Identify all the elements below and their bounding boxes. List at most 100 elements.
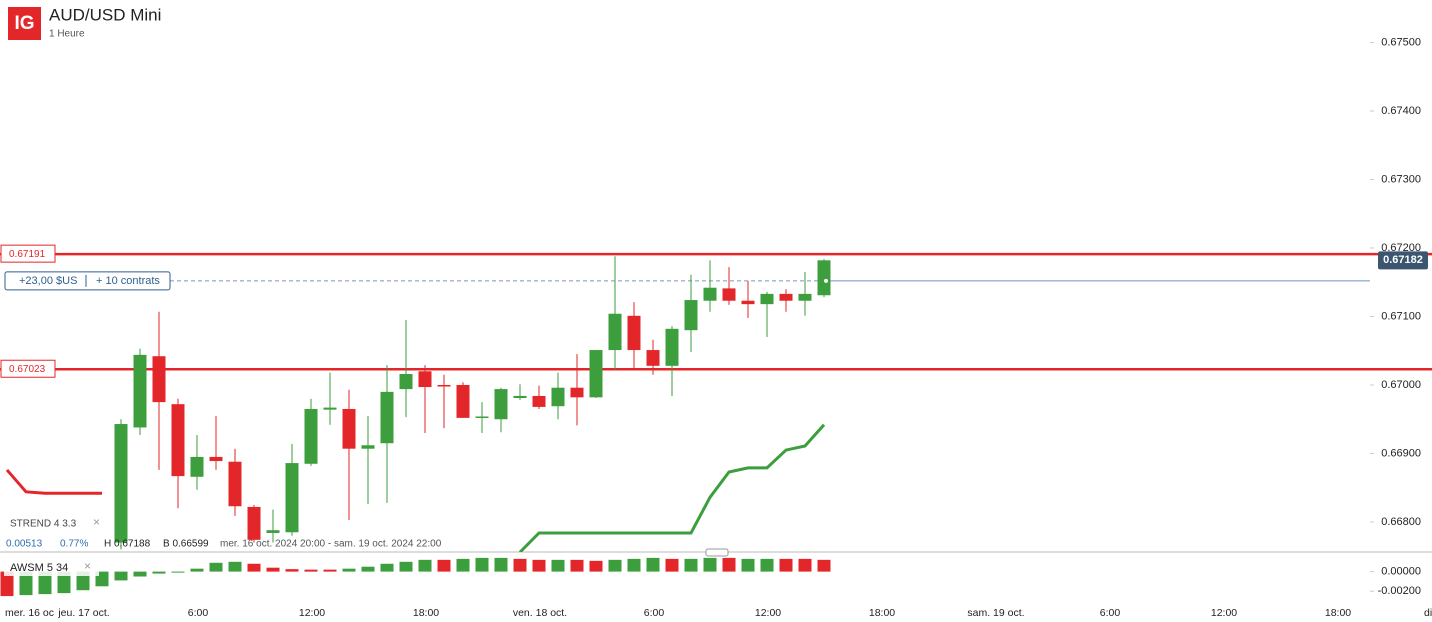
awsm-label-bg: [4, 560, 99, 576]
awsm-bar: [209, 562, 223, 572]
candle-body: [760, 293, 774, 305]
y-tick-label: 0.00000: [1381, 566, 1421, 578]
candle-body: [513, 395, 527, 399]
last-price-label: 0.67182: [1383, 254, 1423, 266]
candle-body: [684, 300, 698, 331]
awsm-bar: [323, 569, 337, 572]
awsm-bar: [361, 566, 375, 572]
title: AUD/USD Mini: [49, 5, 161, 24]
awsm-bar: [589, 560, 603, 572]
overlay: 0.67500 0.67400 0.67300 0.67200 0.67100 0.670…: [0, 36, 1432, 619]
awsm-bar: [304, 569, 318, 572]
candle-body: [171, 404, 185, 477]
awsm-bar: [152, 571, 166, 574]
x-tick-label: 18:00: [413, 607, 439, 619]
candle-body: [342, 408, 356, 449]
x-tick-label: jeu. 17 oct.: [57, 607, 109, 619]
awsm-bar: [19, 571, 33, 596]
level-label: 0.67191: [9, 249, 46, 260]
candle-body: [722, 288, 736, 301]
info-high: H 0.67188: [104, 539, 151, 550]
candle-body: [589, 350, 603, 398]
strend-line: [5, 468, 102, 495]
awsm-bar: [665, 558, 679, 572]
candle-body: [323, 407, 337, 410]
candle-body: [190, 456, 204, 477]
candle-body: [779, 293, 793, 301]
candle-body: [570, 387, 584, 398]
candle-body: [114, 424, 128, 543]
candle-body: [304, 408, 318, 464]
awsm-bar: [133, 571, 147, 577]
awsm-bar: [741, 558, 755, 572]
awsm-bar: [779, 558, 793, 572]
last-price-box: [1378, 251, 1428, 270]
candle-body: [665, 328, 679, 366]
awsm-bar: [532, 559, 546, 572]
level-label-box: [0, 244, 56, 263]
candle-body: [608, 313, 622, 351]
x-tick-label: 18:00: [869, 607, 895, 619]
awsm-bar: [627, 558, 641, 572]
candle-body: [551, 387, 565, 407]
candle-body: [437, 384, 451, 387]
y-tick-label: 0.67100: [1381, 310, 1421, 322]
level-label-box: [0, 359, 56, 378]
x-tick-label: mer. 16 oc: [5, 607, 54, 619]
awsm-bar: [266, 567, 280, 572]
awsm-close: ×: [84, 559, 91, 573]
awsm-bar: [456, 558, 470, 572]
candle-body: [247, 506, 261, 540]
y-tick-label: 0.66800: [1381, 516, 1421, 528]
x-tick-label: 12:00: [299, 607, 325, 619]
awsm-bar: [494, 557, 508, 572]
info-low: B 0.66599: [163, 539, 209, 550]
awsm-bar: [38, 571, 52, 595]
info-bg: [4, 516, 104, 532]
position-size: + 10 contrats: [96, 275, 160, 287]
awsm-bar: [703, 557, 717, 572]
awsm-bar: [380, 563, 394, 572]
awsm-bar: [608, 559, 622, 572]
awsm-bar: [760, 558, 774, 572]
awsm-bar: [342, 568, 356, 572]
awsm-bar: [247, 563, 261, 572]
panel-handle: [705, 548, 729, 557]
awsm-bar: [171, 571, 185, 573]
price-panel: [0, 252, 1370, 552]
awsm-panel: [0, 557, 831, 597]
awsm-bar: [285, 569, 299, 572]
y-tick-label: -0.00200: [1378, 585, 1421, 597]
strend-line: [518, 423, 826, 552]
candle-body: [152, 356, 166, 403]
candle-body: [741, 300, 755, 305]
awsm-label: AWSM 5 34: [10, 562, 68, 574]
logo-box: [8, 7, 41, 40]
y-tick-label: 0.67500: [1381, 36, 1421, 48]
candle-body: [646, 350, 660, 366]
price-dot: [823, 277, 829, 284]
x-tick-label: 6:00: [644, 607, 665, 619]
x-tick-label: 12:00: [755, 607, 781, 619]
awsm-bar: [646, 557, 660, 572]
candle-body: [817, 260, 831, 296]
candle-body: [475, 416, 489, 419]
subtitle: 1 Heure: [49, 29, 85, 40]
candle-body: [456, 384, 470, 418]
x-tick-label: sam. 19 oct.: [967, 607, 1024, 619]
awsm-bar: [76, 571, 90, 591]
x-tick-label: 6:00: [188, 607, 209, 619]
awsm-bar: [513, 558, 527, 572]
info-strend: STREND 4 3.3: [10, 519, 77, 530]
awsm-bar: [475, 557, 489, 572]
awsm-bar: [418, 559, 432, 572]
strend-close: ×: [93, 515, 100, 529]
candle-body: [361, 445, 375, 449]
x-tick-label: 18:00: [1325, 607, 1351, 619]
awsm-bar: [0, 571, 14, 597]
candle-body: [532, 395, 546, 407]
candle-body: [228, 461, 242, 507]
y-tick-label: 0.67000: [1381, 379, 1421, 391]
